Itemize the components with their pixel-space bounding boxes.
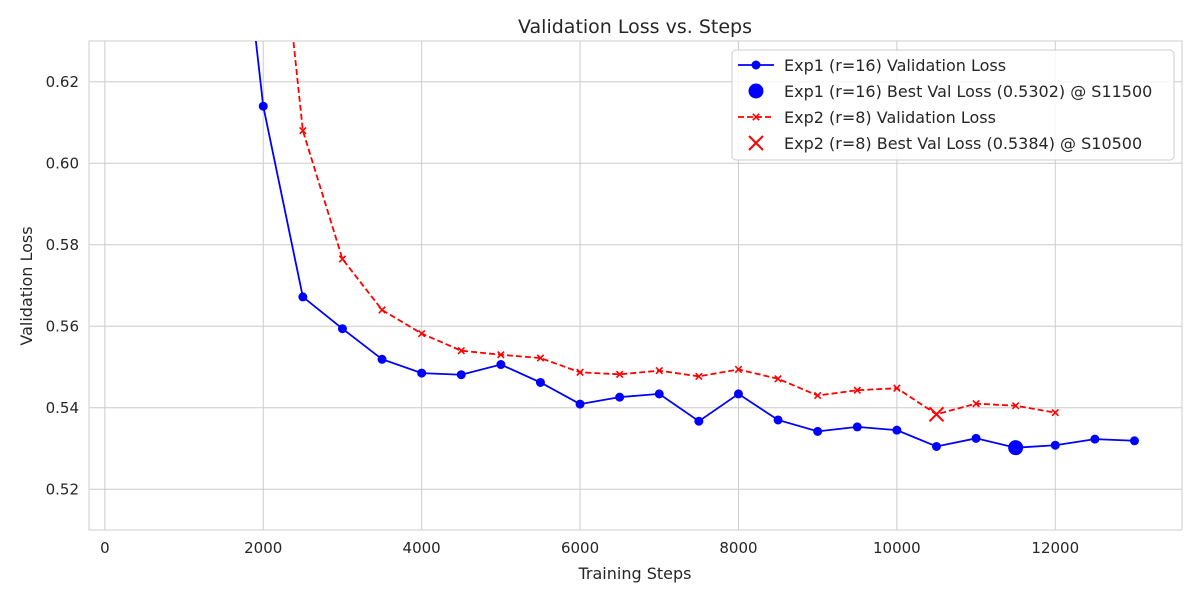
data-point-series-1 [654,389,664,399]
data-point-series-2 [655,366,664,375]
y-tick-label: 0.54 [46,399,79,417]
marker-stroke [497,351,505,359]
marker-stroke [615,370,624,379]
marker-stroke [695,372,703,381]
best-val-marker-2 [928,406,945,422]
marker-stroke [536,354,545,362]
y-tick-label: 0.52 [46,480,79,498]
marker-stroke [928,406,945,422]
marker-stroke [1011,401,1020,410]
data-point-series-2 [1051,408,1060,417]
data-point-series-1 [575,399,585,409]
highlight-layer [928,406,1024,456]
marker-stroke [338,255,347,263]
data-point-series-2 [695,372,703,381]
data-point-series-1 [971,433,981,443]
data-point-series-1 [852,422,862,432]
data-point-series-2 [972,399,980,408]
data-point-series-1 [1050,440,1060,450]
data-point-series-1 [773,415,783,425]
data-point-series-1 [535,377,545,387]
x-tick-label: 10000 [873,539,921,557]
marker-stroke [299,126,307,135]
marker-stroke [378,306,386,314]
data-point-series-2 [576,368,584,377]
data-point-series-2 [378,306,386,314]
x-tick-label: 12000 [1031,539,1079,557]
marker-stroke [853,386,862,394]
data-point-series-1 [813,426,823,436]
marker-stroke [655,366,664,375]
marker-stroke [457,346,466,355]
y-axis-label: Validation Loss [17,226,36,345]
data-point-series-1 [377,354,387,364]
y-tick-label: 0.62 [46,73,79,91]
x-tick-label: 2000 [244,539,282,557]
x-tick-label: 4000 [403,539,441,557]
legend-entry-label: Exp2 (r=8) Validation Loss [784,108,996,127]
legend-swatch-marker [751,60,761,70]
data-point-series-1 [1129,436,1139,446]
data-point-series-1 [298,292,308,302]
data-point-series-2 [497,351,505,359]
marker-stroke [576,368,584,377]
legend: Exp1 (r=16) Validation Loss Exp1 (r=16) B… [731,49,1175,161]
legend-entry-label: Exp1 (r=16) Validation Loss [784,56,1006,75]
data-point-series-2 [1011,401,1020,410]
data-point-series-1 [1090,434,1100,444]
data-point-series-1 [337,324,347,334]
data-point-series-1 [496,360,506,370]
marker-stroke [972,399,980,408]
data-point-series-2 [338,255,347,263]
x-axis-label: Training Steps [578,564,692,583]
data-point-series-1 [931,441,941,451]
data-point-series-1 [615,392,625,402]
y-tick-label: 0.58 [46,236,79,254]
marker-stroke [1051,408,1060,417]
data-point-series-2 [774,375,782,383]
data-point-series-2 [853,386,862,394]
series-line-1 [254,41,1135,449]
marker-stroke [813,391,822,400]
data-point-series-2 [299,126,307,135]
y-tick-label: 0.60 [46,154,79,172]
data-point-series-2 [734,365,743,374]
marker-stroke [774,375,782,383]
data-point-series-1 [733,389,743,399]
y-tick-labels: 0.52 0.54 0.56 0.58 0.60 0.62 [46,73,79,499]
legend-entry-label: Exp1 (r=16) Best Val Loss (0.5302) @ S11… [784,82,1152,101]
data-point-series-1 [417,368,427,378]
series-layer [254,41,1139,453]
data-point-series-2 [536,354,545,362]
marker-stroke [734,365,743,374]
x-tick-labels: 0 2000 4000 6000 8000 10000 12000 [100,539,1079,557]
data-point-series-2 [893,384,901,392]
marker-stroke [748,135,764,151]
data-point-series-1 [456,370,466,380]
data-point-series-2 [813,391,822,400]
marker-stroke [752,113,760,121]
data-point-series-2 [615,370,624,379]
x-tick-label: 6000 [561,539,599,557]
x-tick-label: 0 [100,539,110,557]
data-point-series-2 [417,329,426,338]
chart-title: Validation Loss vs. Steps [518,16,752,38]
data-point-series-1 [892,425,902,435]
y-tick-label: 0.56 [46,317,79,335]
legend-swatch-marker [748,135,764,151]
marker-stroke [893,384,901,392]
data-point-series-2 [457,346,466,355]
legend-swatch-marker [748,83,764,99]
legend-box [731,49,1175,161]
legend-swatch-marker [752,113,760,121]
data-point-series-1 [694,416,704,426]
legend-entry-label: Exp2 (r=8) Best Val Loss (0.5384) @ S105… [784,134,1142,153]
best-val-marker-1 [1008,440,1024,456]
x-tick-label: 8000 [719,539,757,557]
data-point-series-1 [258,101,268,111]
marker-stroke [417,329,426,338]
